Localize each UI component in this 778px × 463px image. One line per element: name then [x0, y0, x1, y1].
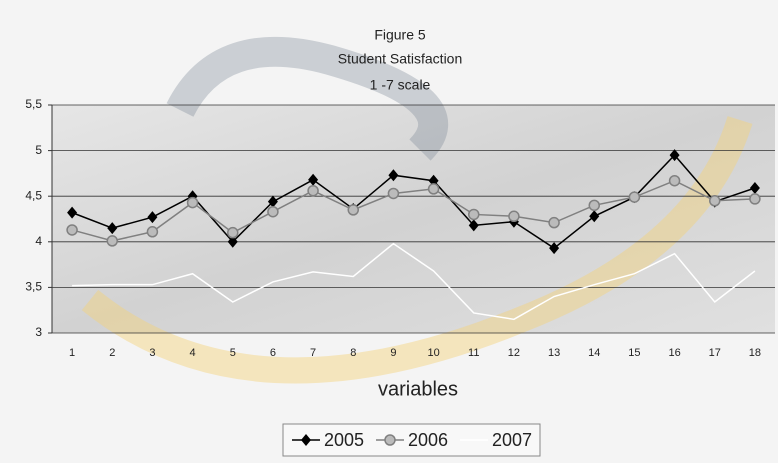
x-axis-title: variables [378, 378, 458, 400]
x-tick-label: 11 [468, 347, 479, 359]
x-tick-label: 9 [390, 347, 396, 359]
point [710, 196, 720, 206]
x-tick-label: 18 [749, 347, 761, 359]
point [107, 236, 117, 246]
point [268, 207, 278, 217]
x-tick-label: 5 [230, 347, 236, 359]
point [385, 435, 395, 445]
point [188, 198, 198, 208]
y-tick-label: 3,5 [25, 280, 42, 294]
y-tick-label: 5 [35, 143, 42, 157]
x-tick-label: 16 [668, 347, 680, 359]
legend-label: 2006 [408, 430, 448, 450]
point [388, 188, 398, 198]
point [67, 225, 77, 235]
y-tick-label: 4,5 [25, 188, 42, 202]
x-tick-label: 13 [548, 347, 560, 359]
legend-label: 2005 [324, 430, 364, 450]
y-tick-label: 3 [35, 325, 42, 339]
point [348, 205, 358, 215]
point [670, 176, 680, 186]
x-tick-label: 2 [109, 347, 115, 359]
x-tick-label: 17 [709, 347, 721, 359]
point [228, 228, 238, 238]
x-tick-label: 14 [588, 347, 600, 359]
x-tick-label: 10 [427, 347, 439, 359]
y-tick-label: 5,5 [25, 97, 42, 111]
chart-annotation: 1 -7 scale [370, 77, 431, 93]
x-tick-label: 7 [310, 347, 316, 359]
x-tick-label: 1 [69, 347, 75, 359]
point [308, 186, 318, 196]
point [147, 227, 157, 237]
point [429, 184, 439, 194]
point [509, 211, 519, 221]
x-tick-label: 8 [350, 347, 356, 359]
x-tick-label: 15 [628, 347, 640, 359]
point [549, 218, 559, 228]
point [750, 194, 760, 204]
x-tick-label: 6 [270, 347, 276, 359]
chart-subtitle: Student Satisfaction [338, 51, 463, 67]
point [629, 192, 639, 202]
x-tick-label: 12 [508, 347, 520, 359]
chart-title: Figure 5 [374, 27, 426, 43]
point [589, 200, 599, 210]
chart: Figure 5 Student Satisfaction 1 -7 scale… [0, 0, 778, 463]
y-tick-label: 4 [35, 234, 42, 248]
page: Figure 5 Student Satisfaction 1 -7 scale… [0, 0, 778, 463]
point [469, 209, 479, 219]
legend-label: 2007 [492, 430, 532, 450]
x-tick-label: 3 [149, 347, 155, 359]
x-tick-label: 4 [190, 347, 196, 359]
